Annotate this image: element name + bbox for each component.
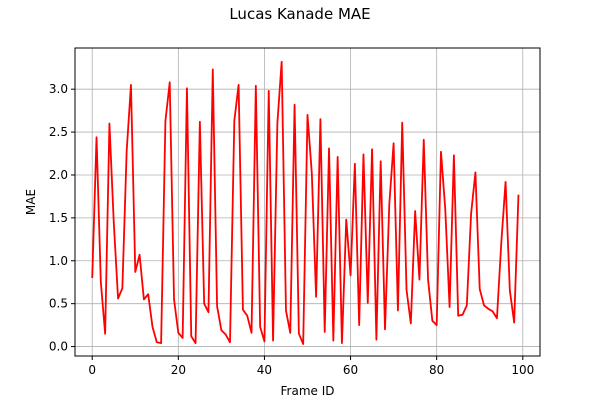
grid-lines — [75, 48, 540, 356]
y-tick-label: 1.0 — [49, 254, 68, 268]
x-tick-label: 100 — [511, 363, 534, 377]
y-tick-label: 2.0 — [49, 168, 68, 182]
plot-area — [91, 60, 520, 345]
y-tick-label: 0.5 — [49, 297, 68, 311]
x-tick-label: 40 — [257, 363, 272, 377]
axis-ticks: 0 20 40 60 80 100 0.0 0.5 1.0 1.5 2.0 2.5 3.0 — [49, 82, 534, 377]
x-tick-label: 80 — [429, 363, 444, 377]
y-tick-label: 0.0 — [49, 340, 68, 354]
x-tick-label: 0 — [88, 363, 96, 377]
y-axis-label: MAE — [24, 189, 38, 215]
x-tick-label: 60 — [343, 363, 358, 377]
y-tick-label: 1.5 — [49, 211, 68, 225]
series-line — [91, 60, 520, 345]
y-tick-label: 3.0 — [49, 82, 68, 96]
x-tick-label: 20 — [171, 363, 186, 377]
axes-frame — [74, 47, 541, 357]
x-axis-label: Frame ID — [281, 384, 335, 398]
chart-title: Lucas Kanade MAE — [229, 5, 371, 23]
y-tick-label: 2.5 — [49, 125, 68, 139]
